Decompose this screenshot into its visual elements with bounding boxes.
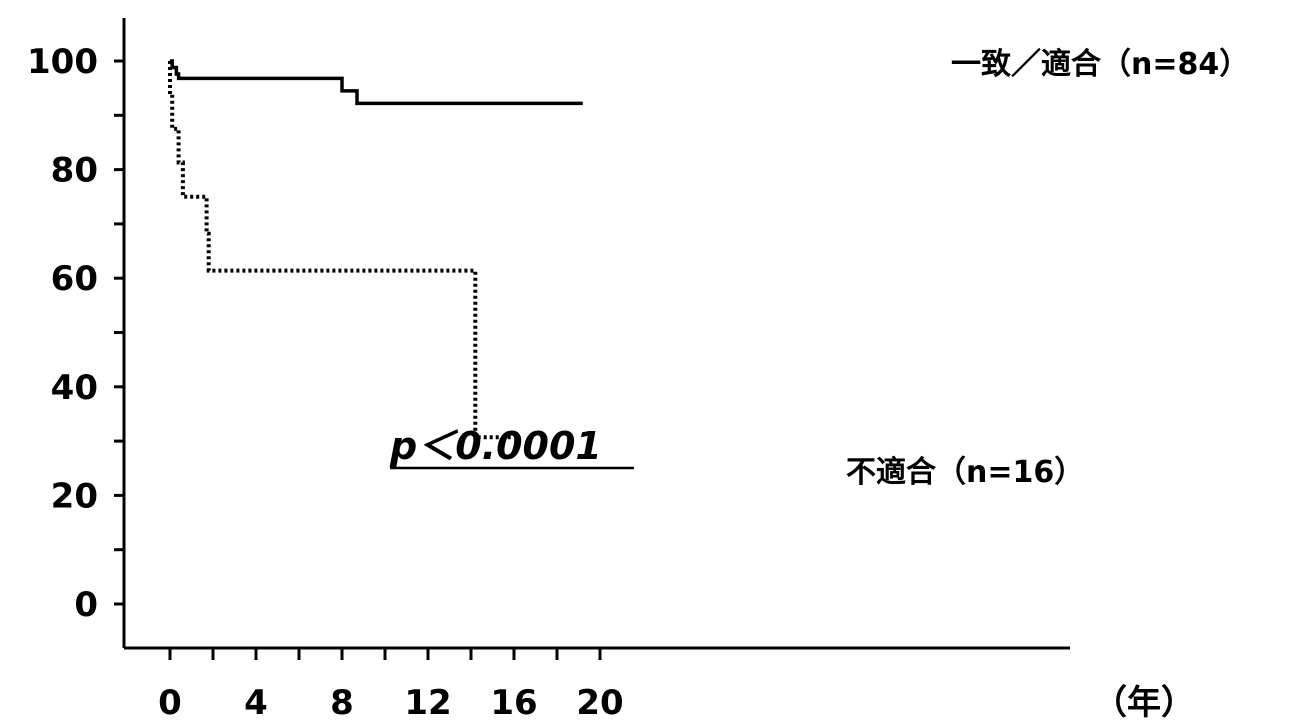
x-tick-label: 16	[490, 683, 537, 723]
series-label-concordant: 一致／適合（n=84）	[951, 47, 1249, 82]
series-line-concordant	[170, 61, 583, 103]
y-axis: 0 20 40 60 80 100	[27, 18, 124, 648]
x-unit-label: （年）	[1093, 683, 1195, 723]
x-tick-label: 8	[330, 683, 354, 723]
x-axis: 0 4 8 12 16 20 （年）	[124, 648, 1195, 723]
x-tick-label: 12	[404, 683, 451, 723]
series-line-discordant	[170, 61, 512, 437]
y-tick-label: 40	[51, 368, 98, 408]
y-tick-label: 100	[27, 42, 98, 82]
x-tick-label: 0	[158, 683, 182, 723]
series-layer	[170, 61, 583, 437]
y-tick-label: 20	[51, 476, 98, 516]
y-tick-label: 60	[51, 259, 98, 299]
p-value-annotation: p＜0.0001	[389, 424, 602, 468]
series-label-discordant: 不適合（n=16）	[846, 455, 1084, 490]
y-tick-label: 0	[74, 585, 98, 625]
x-tick-label: 20	[576, 683, 623, 723]
y-tick-label: 80	[51, 151, 98, 191]
x-tick-label: 4	[244, 683, 268, 723]
